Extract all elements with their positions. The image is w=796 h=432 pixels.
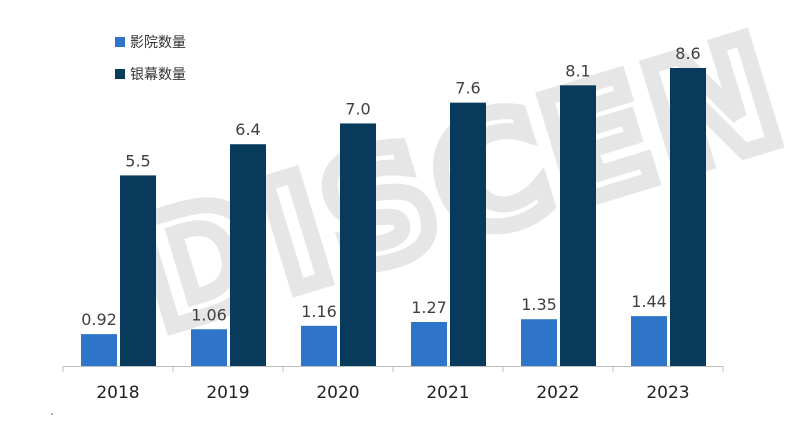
value-labels-group: 0.92 5.5 1.06 6.4 1.16 7.0 1.27 7.6 1.35 8.1 1.44 8… [81,44,701,329]
bar-cinemas-2018 [81,334,117,366]
bar-cinemas-2021 [411,321,447,366]
data-label-screens-2023: 8.6 [675,44,700,63]
x-tick-label-2020: 2020 [316,383,359,403]
bar-screens-2023 [670,68,706,366]
bar-screens-2019 [230,144,266,366]
data-label-cinemas-2018: 0.92 [81,310,117,329]
x-tick-label-2018: 2018 [96,383,139,403]
data-label-cinemas-2022: 1.35 [521,295,557,314]
bar-cinemas-2023 [631,316,667,366]
bar-screens-2022 [560,85,596,366]
data-label-cinemas-2021: 1.27 [411,298,447,317]
bar-cinemas-2022 [521,319,557,366]
x-tick-label-2023: 2023 [646,383,689,403]
legend-swatch-screens [115,69,125,79]
data-label-screens-2019: 6.4 [235,120,260,139]
legend-item-cinemas: 影院数量 [115,35,186,51]
x-tick-label-2021: 2021 [426,383,469,403]
data-label-cinemas-2019: 1.06 [191,305,227,324]
bar-screens-2020 [340,123,376,366]
x-tick-label-2022: 2022 [536,383,579,403]
bars-group [81,68,706,367]
data-label-screens-2018: 5.5 [125,151,150,170]
legend-swatch-cinemas [115,37,125,47]
corner-dot [51,413,53,415]
bar-cinemas-2020 [301,325,337,366]
x-axis: 2018 2019 2020 2021 2022 2023 [62,366,724,403]
legend-item-screens: 银幕数量 [115,67,186,83]
data-label-screens-2021: 7.6 [455,79,480,98]
bar-cinemas-2019 [191,329,227,366]
legend-label-screens: 银幕数量 [130,67,186,83]
x-tick-label-2019: 2019 [206,383,249,403]
data-label-cinemas-2023: 1.44 [631,292,667,311]
data-label-cinemas-2020: 1.16 [301,302,337,321]
data-label-screens-2022: 8.1 [565,61,590,80]
bar-screens-2021 [450,102,486,367]
legend: 影院数量 银幕数量 [115,35,186,83]
bar-screens-2018 [120,175,156,366]
legend-label-cinemas: 影院数量 [130,35,186,51]
data-label-screens-2020: 7.0 [345,99,370,118]
